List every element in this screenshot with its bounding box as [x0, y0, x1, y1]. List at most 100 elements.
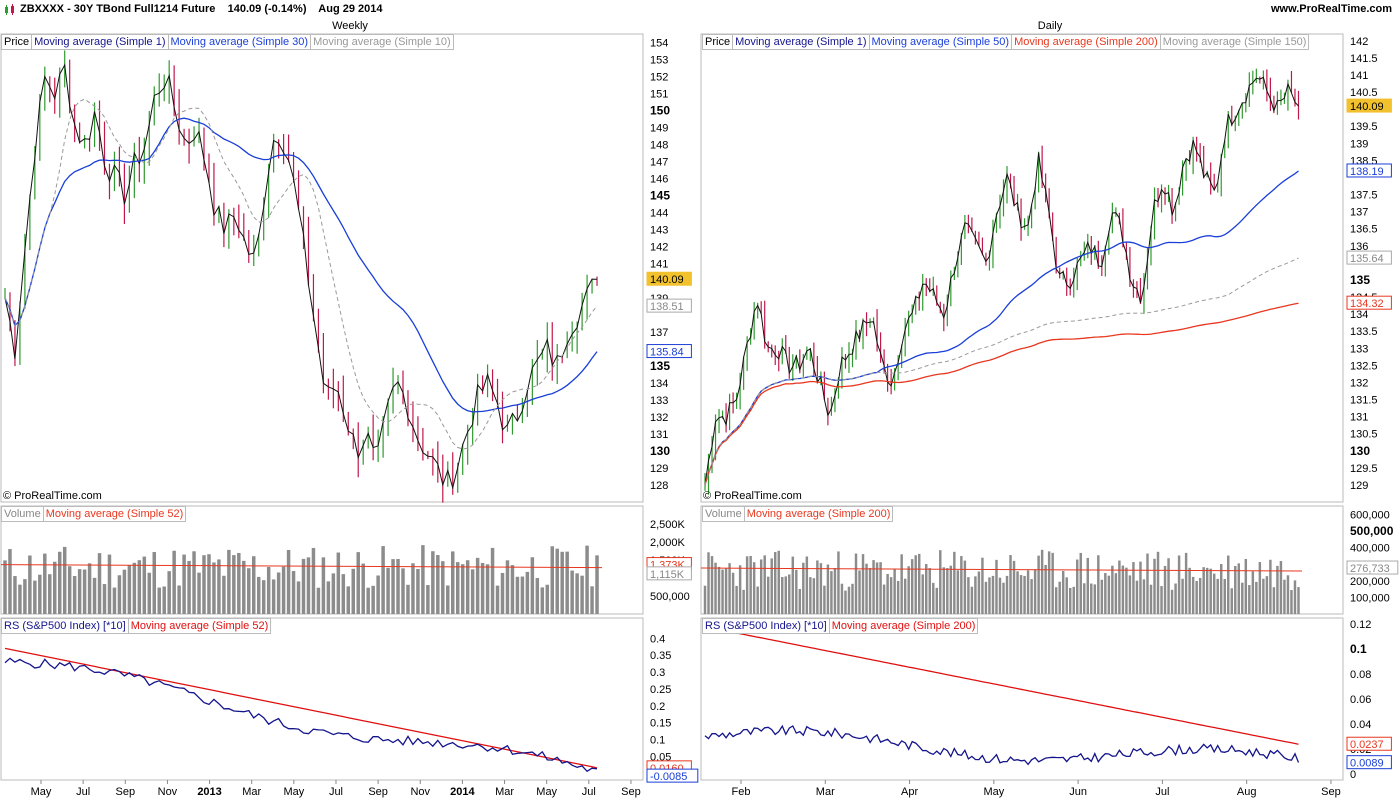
legend-rs-ma[interactable]: Moving average (Simple 52): [128, 618, 272, 634]
daily-volume-bar: [942, 567, 946, 614]
daily-price-tick: 141.5: [1350, 53, 1378, 65]
weekly-rs-tick: 0.3: [650, 667, 665, 679]
legend-volume[interactable]: Volume: [1, 506, 44, 522]
legend-rs[interactable]: RS (S&P500 Index) [*10]: [702, 618, 830, 634]
legend-ma200[interactable]: Moving average (Simple 200): [1012, 34, 1161, 50]
weekly-vol-tick: 2,500K: [650, 519, 686, 531]
daily-volume-bar: [1139, 561, 1142, 614]
daily-volume-bar: [1030, 579, 1033, 614]
legend-rs-ma[interactable]: Moving average (Simple 200): [829, 618, 979, 634]
weekly-volume-bar: [3, 560, 7, 614]
weekly-volume-bar: [177, 585, 181, 614]
daily-price-frame: [700, 33, 1344, 503]
weekly-value-label-box: [646, 344, 692, 359]
weekly-volume-bar: [197, 572, 201, 614]
legend-price[interactable]: Price: [1, 34, 33, 50]
weekly-value-label-box: [646, 271, 692, 286]
site-link[interactable]: www.ProRealTime.com: [1270, 3, 1392, 15]
daily-volume-bar: [1251, 571, 1255, 614]
weekly-volume-bar: [455, 562, 460, 614]
weekly-value-label-box: [646, 298, 692, 313]
weekly-volume-bar: [122, 569, 127, 614]
weekly-ma30-line: [4, 117, 598, 413]
legend-volume-ma[interactable]: Moving average (Simple 200): [744, 506, 894, 522]
weekly-volume-bar: [142, 556, 147, 614]
weekly-volume-bar: [102, 584, 107, 614]
daily-volume-bar: [1114, 573, 1118, 614]
daily-volume-bar: [963, 560, 967, 614]
daily-price-tick: 139: [1350, 138, 1368, 150]
daily-volume-bar: [1286, 575, 1290, 614]
daily-volume-bar: [714, 562, 717, 614]
daily-volume-bar: [1093, 584, 1097, 614]
daily-volume-bar: [781, 577, 784, 614]
daily-volume-bar: [1135, 580, 1139, 614]
weekly-volume-bar: [361, 563, 365, 614]
weekly-volume-bar: [182, 554, 186, 614]
daily-volume-bar: [728, 563, 731, 614]
weekly-volume-bar: [13, 576, 17, 614]
daily-volume-bar: [1237, 563, 1241, 614]
legend-price[interactable]: Price: [702, 34, 734, 50]
legend-ma10[interactable]: Moving average (Simple 10): [311, 34, 454, 50]
weekly-volume-bar: [346, 586, 351, 614]
legend-ma50[interactable]: Moving average (Simple 50): [869, 34, 1013, 50]
weekly-rs-frame: [0, 617, 644, 781]
weekly-volume-bar: [67, 566, 72, 614]
daily-price-tick: 142: [1350, 36, 1368, 48]
daily-volume-bar: [837, 551, 840, 614]
daily-volume-bar: [1142, 579, 1146, 614]
daily-ma1-line: [704, 76, 1299, 486]
weekly-volume-bar: [271, 579, 276, 614]
weekly-volume-bar: [401, 568, 405, 614]
weekly-volume-bar: [505, 560, 510, 614]
daily-volume-bar: [1160, 586, 1163, 614]
weekly-volume-bar: [167, 571, 171, 614]
weekly-volume-bar: [441, 561, 445, 614]
weekly-volume-bar: [381, 546, 385, 614]
daily-volume-bar: [1244, 558, 1248, 614]
weekly-price-tick: 148: [650, 140, 668, 152]
daily-volume-bar: [795, 569, 798, 614]
daily-volume-bar: [1195, 581, 1198, 614]
legend-ma150[interactable]: Moving average (Simple 150): [1160, 34, 1310, 50]
daily-value-label: 140.09: [1350, 101, 1384, 113]
legend-volume[interactable]: Volume: [702, 506, 745, 522]
legend-ma1[interactable]: Moving average (Simple 1): [32, 34, 169, 50]
weekly-volume-bar: [446, 585, 450, 614]
daily-volume-bar: [1146, 553, 1149, 614]
weekly-price-tick: 147: [650, 157, 668, 169]
daily-volume-bar: [735, 585, 738, 614]
legend-ma1[interactable]: Moving average (Simple 1): [733, 34, 870, 50]
weekly-volume-ma-line: [0, 564, 603, 569]
weekly-volume-bar: [560, 551, 564, 614]
weekly-volume-bar: [336, 552, 341, 614]
weekly-volume-bar: [306, 557, 311, 614]
weekly-x-label: Sep: [621, 786, 641, 798]
weekly-x-label: May: [31, 786, 52, 798]
legend-rs[interactable]: RS (S&P500 Index) [*10]: [1, 618, 129, 634]
daily-vol-tick: 200,000: [1350, 576, 1390, 588]
daily-volume-bar: [1184, 552, 1188, 614]
daily-volume-bar: [995, 559, 998, 614]
weekly-price-tick: 137: [650, 327, 668, 339]
weekly-volume-bar: [207, 554, 211, 614]
weekly-volume-bar: [575, 573, 579, 614]
daily-rs-legend: RS (S&P500 Index) [*10] Moving average (S…: [702, 618, 979, 634]
weekly-volume-bar: [460, 564, 465, 614]
daily-value-label: 135.64: [1350, 253, 1384, 265]
daily-price-tick: 133: [1350, 343, 1368, 355]
legend-volume-ma[interactable]: Moving average (Simple 52): [43, 506, 187, 522]
daily-volume-bar: [802, 562, 805, 614]
weekly-volume-bar: [127, 565, 132, 614]
legend-ma30[interactable]: Moving average (Simple 30): [168, 34, 312, 50]
daily-volume-bar: [925, 564, 928, 614]
daily-volume-bar: [946, 568, 949, 614]
weekly-rs-tick: 0.25: [650, 684, 671, 696]
weekly-value-label-box: [646, 566, 692, 581]
daily-volume-bar: [1216, 578, 1219, 614]
daily-volume-bar: [1297, 587, 1300, 614]
weekly-price-tick: 131: [650, 429, 668, 441]
daily-volume-bar: [928, 568, 931, 614]
